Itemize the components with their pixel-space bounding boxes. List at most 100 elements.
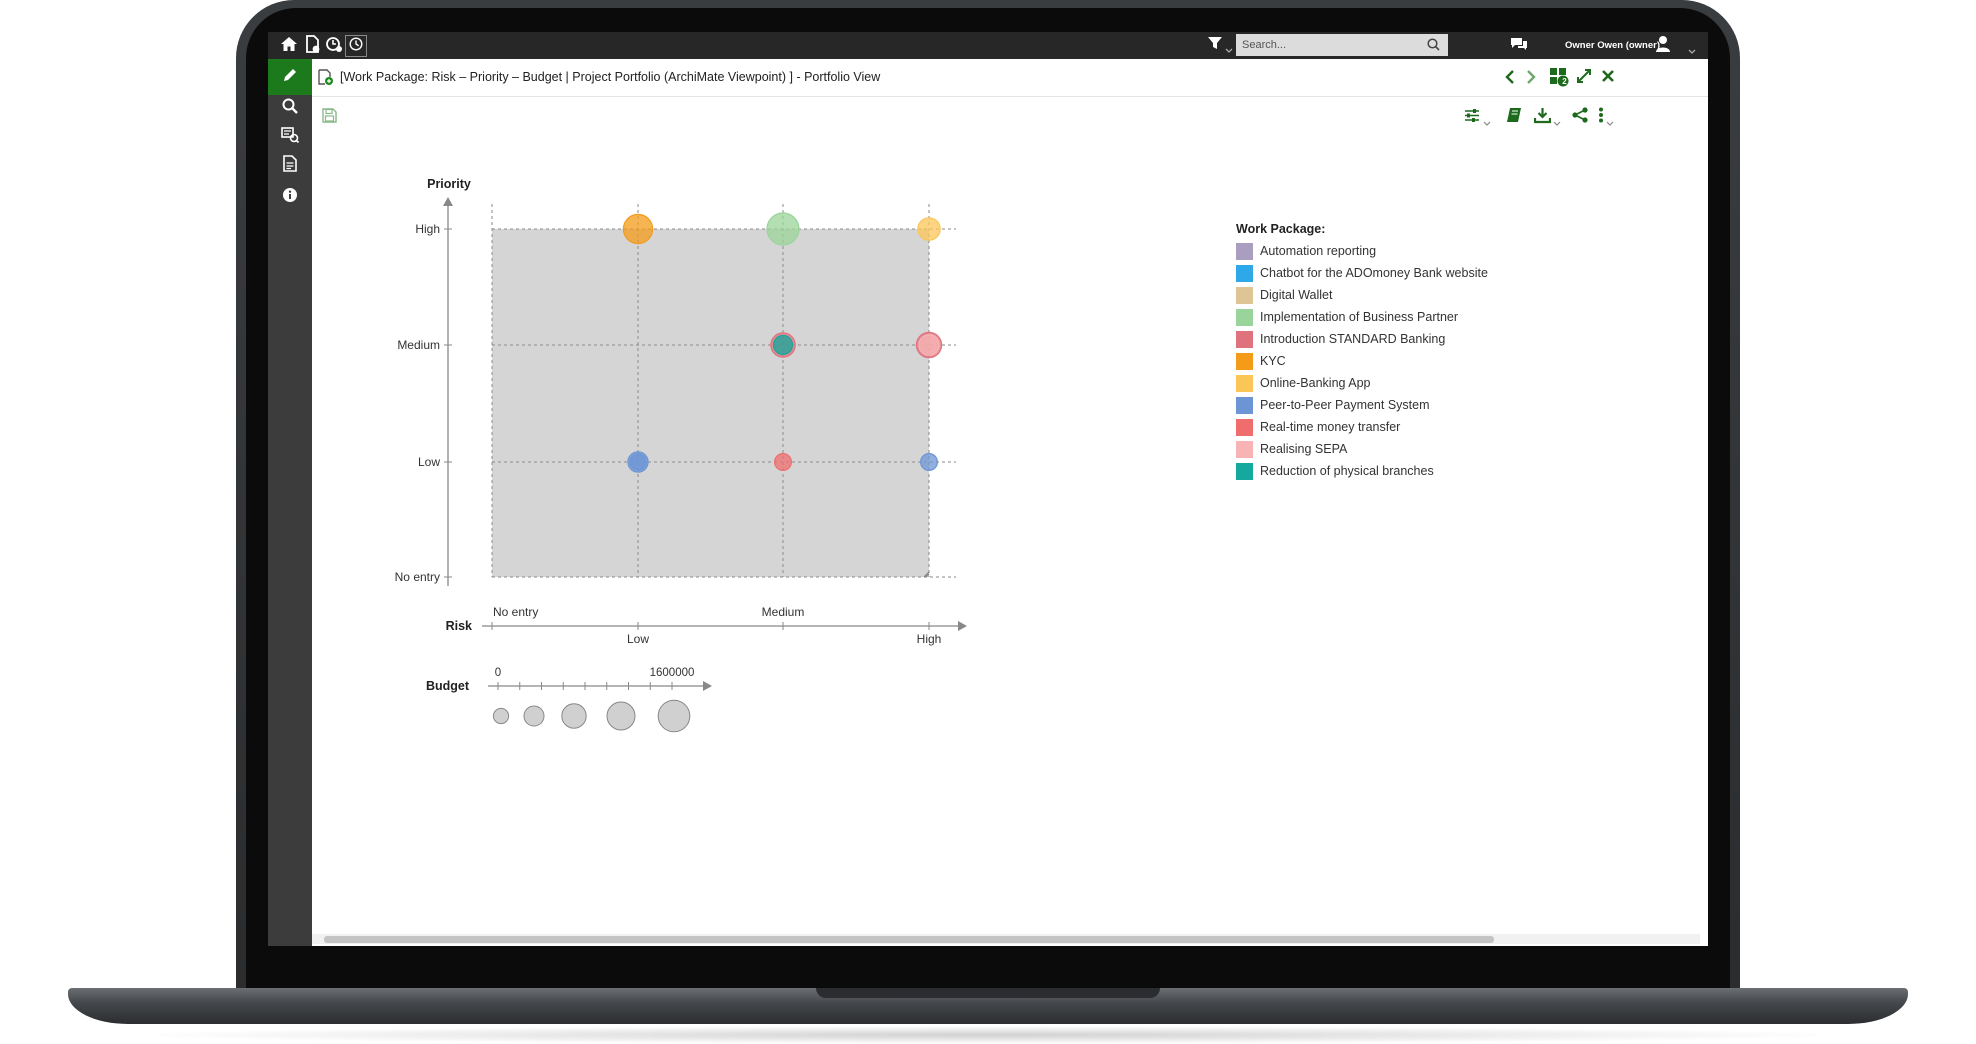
legend-swatch: [1236, 418, 1253, 436]
y-tick-label: Low: [418, 455, 440, 469]
legend-swatch: [1236, 462, 1253, 480]
legend-item[interactable]: Realising SEPA: [1236, 438, 1488, 460]
pencil-icon: [282, 67, 298, 88]
search-icon[interactable]: [1427, 38, 1440, 56]
laptop-hinge-notch: [816, 988, 1160, 998]
user-menu-chevron-icon[interactable]: [1688, 42, 1696, 60]
budget-min-label: 0: [495, 667, 501, 679]
more-icon[interactable]: [1598, 107, 1604, 128]
download-icon[interactable]: [1533, 107, 1552, 129]
window-title: [Work Package: Risk – Priority – Budget …: [340, 70, 881, 84]
new-model-icon[interactable]: [301, 35, 323, 57]
chart-legend: Work Package: Automation reporting Chatbo…: [1236, 222, 1488, 482]
bubble: [622, 213, 654, 245]
legend-item[interactable]: Online-Banking App: [1236, 372, 1488, 394]
search-icon: [282, 98, 298, 119]
legend-swatch: [1236, 286, 1253, 304]
y-axis-arrow: [443, 197, 453, 206]
legend-swatch: [1236, 396, 1253, 414]
budget-max-label: 1600000: [650, 667, 695, 679]
legend-item[interactable]: KYC: [1236, 350, 1488, 372]
sidebar-item-modelling[interactable]: [268, 59, 312, 95]
bubble: [772, 334, 794, 356]
legend-item[interactable]: Implementation of Business Partner: [1236, 306, 1488, 328]
legend-item[interactable]: Chatbot for the ADOmoney Bank website: [1236, 262, 1488, 284]
model-history-icon[interactable]: [323, 35, 345, 57]
portfolio-chart: Priority No entry Low Medium High Risk No entr…: [395, 177, 967, 733]
sidebar-item-documents[interactable]: [268, 148, 312, 184]
legend-label: Implementation of Business Partner: [1260, 310, 1459, 324]
left-sidebar: [268, 59, 312, 946]
maximize-icon[interactable]: [1576, 68, 1592, 89]
more-chevron-icon[interactable]: [1606, 114, 1614, 132]
legend-item[interactable]: Reduction of physical branches: [1236, 460, 1488, 482]
chat-icon[interactable]: [1508, 35, 1530, 57]
settings-icon[interactable]: [1464, 108, 1481, 128]
sidebar-item-analysis[interactable]: [268, 119, 312, 155]
portfolio-view: Priority No entry Low Medium High Risk No entr…: [312, 96, 1708, 946]
bubble: [766, 212, 800, 246]
open-models-badge: 2: [1562, 77, 1567, 86]
legend-label: Introduction STANDARD Banking: [1260, 332, 1446, 346]
legend-swatch: [1236, 440, 1253, 458]
legend-label: Realising SEPA: [1260, 442, 1348, 456]
user-icon[interactable]: [1652, 35, 1674, 57]
home-icon[interactable]: [278, 35, 300, 57]
legend-swatch: [1236, 242, 1253, 260]
screen: Search... Owner Owen (owner): [268, 32, 1708, 946]
bubble: [919, 453, 938, 472]
bubble: [917, 217, 941, 241]
info-icon: [282, 187, 298, 208]
save-icon[interactable]: [322, 108, 337, 128]
legend-swatch: [1236, 264, 1253, 282]
legend-swatch: [1236, 374, 1253, 392]
legend-item[interactable]: Introduction STANDARD Banking: [1236, 328, 1488, 350]
legend-swatch: [1236, 330, 1253, 348]
legend-label: Peer-to-Peer Payment System: [1260, 398, 1430, 412]
open-models-icon[interactable]: [1549, 67, 1569, 92]
sidebar-item-info[interactable]: [268, 179, 312, 215]
x-tick-label: No entry: [493, 605, 538, 619]
legend-item[interactable]: Real-time money transfer: [1236, 416, 1488, 438]
forward-icon[interactable]: [1525, 69, 1537, 90]
search-input[interactable]: Search...: [1236, 34, 1448, 56]
x-tick-label: Medium: [762, 605, 805, 619]
legend-swatch: [1236, 352, 1253, 370]
budget-sample-bubble: [657, 699, 691, 733]
y-tick-label: Medium: [397, 338, 440, 352]
legend-item[interactable]: Automation reporting: [1236, 240, 1488, 262]
close-icon[interactable]: [1601, 69, 1615, 88]
legend-item[interactable]: Digital Wallet: [1236, 284, 1488, 306]
share-icon[interactable]: [1572, 107, 1588, 128]
legend-label: Chatbot for the ADOmoney Bank website: [1260, 266, 1488, 280]
bubble: [774, 453, 793, 472]
settings-chevron-icon[interactable]: [1483, 114, 1491, 132]
legend-label: Real-time money transfer: [1260, 420, 1401, 434]
budget-scale-title: Budget: [426, 679, 470, 693]
legend-item[interactable]: Peer-to-Peer Payment System: [1236, 394, 1488, 416]
horizontal-scrollbar[interactable]: [312, 934, 1700, 944]
user-name[interactable]: Owner Owen (owner): [1565, 40, 1661, 51]
filter-icon[interactable]: [1204, 35, 1226, 57]
legend-label: Digital Wallet: [1260, 288, 1333, 302]
plot-area: [492, 229, 929, 577]
top-bar: Search... Owner Owen (owner): [268, 32, 1708, 59]
legend-swatch: [1236, 308, 1253, 326]
legend-label: Automation reporting: [1260, 244, 1377, 258]
recent-icon[interactable]: [345, 35, 367, 57]
filter-dropdown-chevron-icon[interactable]: [1225, 41, 1233, 59]
sidebar-item-search[interactable]: [268, 90, 312, 126]
bubble: [629, 453, 647, 471]
budget-sample-bubble: [606, 701, 636, 731]
budget-sample-bubble: [523, 705, 545, 727]
x-tick-label: Low: [627, 632, 649, 646]
legend-title: Work Package:: [1236, 222, 1326, 236]
book-icon[interactable]: [1506, 107, 1522, 129]
budget-sample-bubble: [492, 707, 510, 725]
x-tick-label: High: [917, 632, 942, 646]
x-axis-title: Risk: [446, 619, 472, 633]
model-title-bar: [Work Package: Risk – Priority – Budget …: [312, 59, 1708, 97]
download-chevron-icon[interactable]: [1553, 114, 1561, 132]
horizontal-scrollbar-thumb[interactable]: [324, 936, 1494, 943]
back-icon[interactable]: [1504, 69, 1516, 90]
